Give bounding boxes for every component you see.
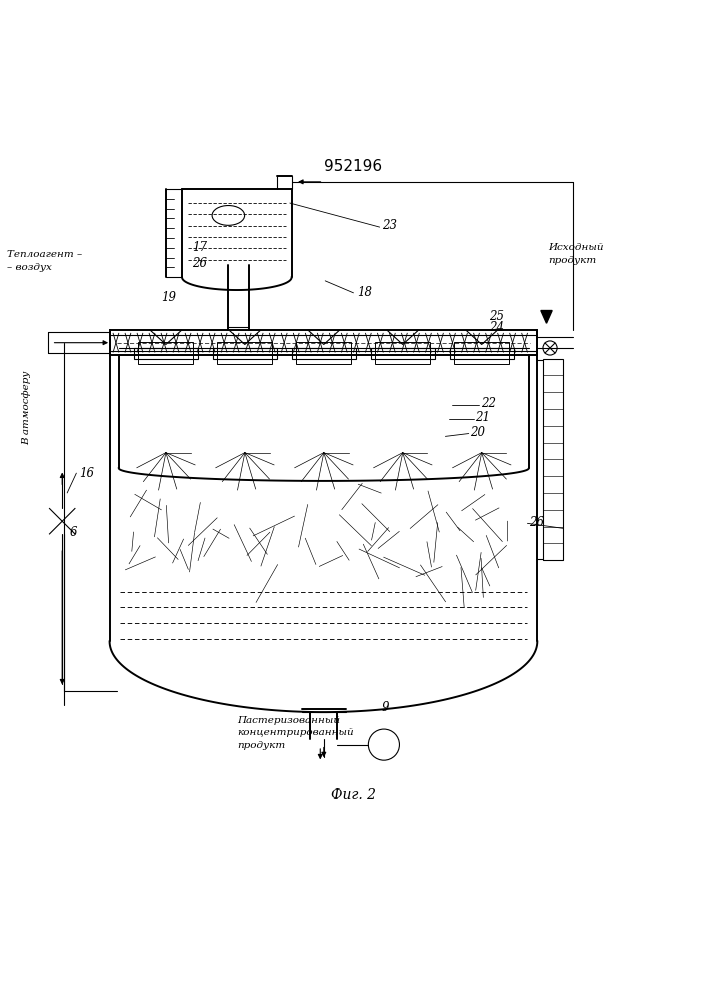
Bar: [213, 348, 276, 359]
Ellipse shape: [212, 206, 245, 225]
Bar: [450, 348, 513, 359]
Text: 26: 26: [192, 257, 206, 270]
Bar: [139, 342, 194, 364]
Text: Теплоагент –
– воздух: Теплоагент – – воздух: [7, 250, 82, 272]
Bar: [454, 342, 509, 364]
Text: 20: 20: [470, 426, 485, 439]
Text: 952196: 952196: [325, 159, 382, 174]
Text: 9: 9: [382, 701, 390, 714]
Circle shape: [368, 729, 399, 760]
Bar: [543, 359, 563, 560]
Bar: [296, 342, 351, 364]
Text: 19: 19: [161, 291, 176, 304]
Text: Фиг. 2: Фиг. 2: [331, 788, 376, 802]
Text: 26: 26: [529, 516, 544, 529]
Text: В атмосферу: В атмосферу: [23, 371, 31, 445]
Text: 23: 23: [382, 219, 397, 232]
Text: Пастеризованный
концентрированный
продукт: Пастеризованный концентрированный продук…: [237, 716, 354, 750]
Polygon shape: [541, 311, 552, 323]
Text: 16: 16: [79, 467, 94, 480]
Text: 21: 21: [475, 411, 490, 424]
Text: 6: 6: [69, 526, 77, 539]
Text: 25: 25: [489, 310, 504, 323]
Text: Исходный
продукт: Исходный продукт: [548, 243, 604, 265]
Bar: [292, 348, 356, 359]
Bar: [371, 348, 435, 359]
Text: 17: 17: [192, 241, 207, 254]
Text: 24: 24: [489, 321, 504, 334]
Text: 18: 18: [357, 286, 372, 299]
Bar: [375, 342, 431, 364]
Bar: [134, 348, 198, 359]
Text: 22: 22: [481, 397, 496, 410]
Bar: [217, 342, 272, 364]
